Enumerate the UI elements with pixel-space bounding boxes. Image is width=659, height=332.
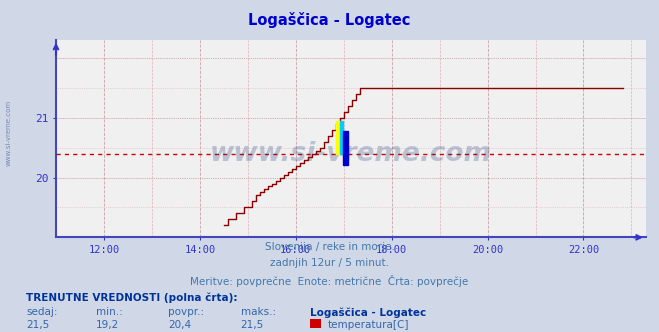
- Text: 19,2: 19,2: [96, 320, 119, 330]
- Text: Slovenija / reke in morje.: Slovenija / reke in morje.: [264, 242, 395, 252]
- Text: 21,5: 21,5: [26, 320, 49, 330]
- Text: min.:: min.:: [96, 307, 123, 317]
- Bar: [335, 121, 340, 154]
- Text: Logaščica - Logatec: Logaščica - Logatec: [248, 12, 411, 28]
- Text: Meritve: povprečne  Enote: metrične  Črta: povprečje: Meritve: povprečne Enote: metrične Črta:…: [190, 275, 469, 287]
- Text: TRENUTNE VREDNOSTI (polna črta):: TRENUTNE VREDNOSTI (polna črta):: [26, 293, 238, 303]
- Text: 20,4: 20,4: [168, 320, 191, 330]
- Text: sedaj:: sedaj:: [26, 307, 58, 317]
- Text: www.si-vreme.com: www.si-vreme.com: [210, 141, 492, 167]
- Bar: [343, 130, 348, 165]
- Text: maks.:: maks.:: [241, 307, 275, 317]
- Text: www.si-vreme.com: www.si-vreme.com: [5, 100, 12, 166]
- Text: zadnjih 12ur / 5 minut.: zadnjih 12ur / 5 minut.: [270, 258, 389, 268]
- Text: povpr.:: povpr.:: [168, 307, 204, 317]
- Bar: [340, 121, 343, 154]
- Text: Logaščica - Logatec: Logaščica - Logatec: [310, 307, 426, 318]
- Text: temperatura[C]: temperatura[C]: [328, 320, 410, 330]
- Text: 21,5: 21,5: [241, 320, 264, 330]
